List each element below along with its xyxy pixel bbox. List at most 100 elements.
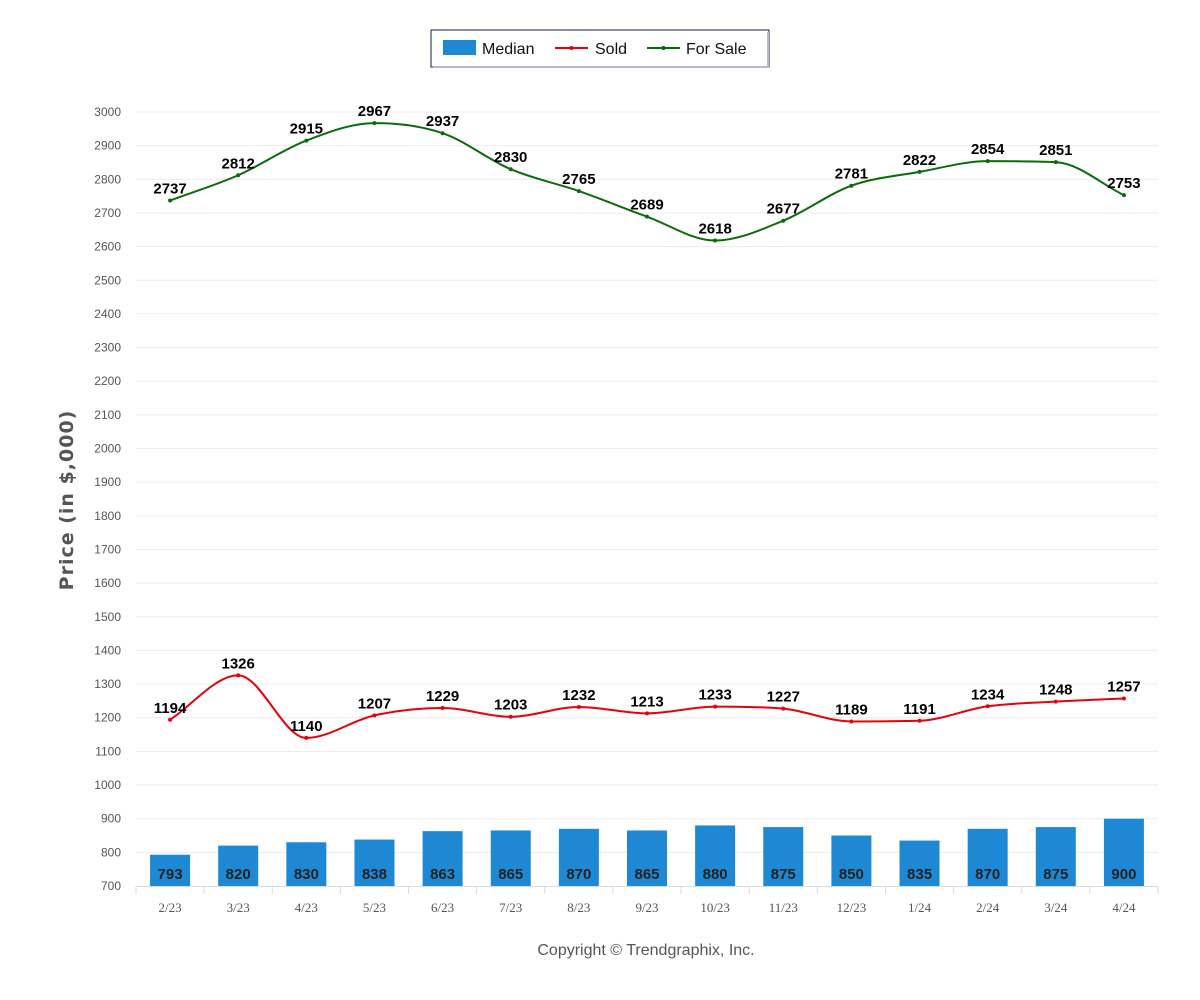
median-bar-label: 793 <box>158 866 183 883</box>
for-sale-point <box>508 167 513 172</box>
sold-point <box>713 704 718 709</box>
sold-point <box>372 713 377 718</box>
for-sale-point <box>576 189 581 194</box>
y-tick-label: 1600 <box>94 576 121 590</box>
x-tick-label: 5/23 <box>363 900 386 915</box>
y-tick-label: 900 <box>101 812 121 826</box>
y-tick-label: 2800 <box>94 172 121 186</box>
median-bar <box>422 831 463 886</box>
median-bar-label: 875 <box>771 866 796 883</box>
sold-data-label: 1234 <box>971 686 1005 703</box>
y-tick-label: 1900 <box>94 475 121 489</box>
y-tick-label: 800 <box>101 845 121 859</box>
x-axis: 2/23 3/23 4/23 5/23 6/23 7/23 8/23 9/23 10/23 11/… <box>135 886 1159 915</box>
median-bar-label: 865 <box>634 866 659 883</box>
legend-sold-label[interactable]: Sold <box>595 41 627 58</box>
x-tick-label: 7/23 <box>499 900 522 915</box>
x-tick-label: 6/23 <box>431 900 454 915</box>
for-sale-point <box>849 183 854 188</box>
median-bar-label: 850 <box>839 866 864 883</box>
sold-data-label: 1248 <box>1039 682 1072 699</box>
for-sale-point <box>304 138 309 143</box>
for-sale-data-label: 2967 <box>358 103 391 120</box>
sold-point <box>849 719 854 724</box>
median-bar-label: 880 <box>703 866 728 883</box>
median-bar <box>490 830 531 886</box>
y-tick-label: 2300 <box>94 341 121 355</box>
median-bar <box>1035 827 1076 886</box>
sold-data-label: 1140 <box>290 718 323 735</box>
median-bar <box>150 854 191 886</box>
sold-point <box>781 706 786 711</box>
sold-data-label: 1229 <box>426 688 459 705</box>
sold-data-label: 1207 <box>358 695 391 712</box>
legend-median-swatch[interactable] <box>443 40 476 55</box>
legend: Median Sold For Sale <box>430 29 770 68</box>
median-bar-label: 838 <box>362 866 387 883</box>
x-tick-label: 2/24 <box>976 900 1000 915</box>
for-sale-point <box>1121 193 1126 198</box>
median-bar-label: 870 <box>975 866 1000 883</box>
for-sale-point <box>168 198 173 203</box>
for-sale-point <box>1053 160 1058 165</box>
sold-data-label: 1326 <box>222 655 255 672</box>
sold-point <box>917 718 922 723</box>
sold-point <box>1053 699 1058 704</box>
y-tick-label: 2500 <box>94 273 121 287</box>
copyright-text: Copyright © Trendgraphix, Inc. <box>537 942 754 959</box>
y-tick-label: 3000 <box>94 105 121 119</box>
y-tick-label: 2100 <box>94 408 121 422</box>
median-bar <box>218 845 259 886</box>
x-tick-label: 9/23 <box>635 900 658 915</box>
median-bar <box>899 840 940 886</box>
median-bar-label: 820 <box>226 866 251 883</box>
y-tick-label: 1700 <box>94 542 121 556</box>
y-tick-label: 700 <box>101 879 121 893</box>
x-tick-label: 1/24 <box>908 900 932 915</box>
median-bar <box>354 839 395 886</box>
median-bar-label: 863 <box>430 866 455 883</box>
sold-point <box>440 705 445 710</box>
legend-median-label[interactable]: Median <box>482 41 534 58</box>
sold-data-label: 1233 <box>698 687 731 704</box>
for-sale-data-label: 2854 <box>971 141 1005 158</box>
median-bar-label: 830 <box>294 866 319 883</box>
y-tick-label: 1400 <box>94 643 121 657</box>
y-tick-label: 2900 <box>94 139 121 153</box>
for-sale-point <box>440 131 445 136</box>
x-tick-label: 8/23 <box>567 900 590 915</box>
sold-data-label: 1213 <box>630 693 663 710</box>
for-sale-point <box>917 169 922 174</box>
sold-point <box>576 704 581 709</box>
x-tick-label: 4/24 <box>1112 900 1136 915</box>
for-sale-data-label: 2689 <box>630 197 663 214</box>
for-sale-data-label: 2737 <box>153 181 186 198</box>
for-sale-data-label: 2822 <box>903 152 936 169</box>
for-sale-point <box>985 159 990 164</box>
y-axis-ticks: 700 800 900 1000 1100 1200 1300 1400 1500 1600 170… <box>94 105 121 893</box>
y-tick-label: 2200 <box>94 374 121 388</box>
median-bar <box>558 828 599 886</box>
y-tick-label: 1100 <box>95 744 121 758</box>
sold-point <box>645 711 649 716</box>
y-tick-label: 2600 <box>94 240 121 254</box>
sold-data-label: 1194 <box>154 700 187 717</box>
legend-for-sale-label[interactable]: For Sale <box>686 41 747 58</box>
median-bar-label: 900 <box>1111 866 1136 883</box>
x-tick-label: 4/23 <box>295 900 318 915</box>
y-tick-label: 2700 <box>94 206 121 220</box>
for-sale-data-label: 2753 <box>1107 175 1140 192</box>
y-tick-label: 1200 <box>94 711 121 725</box>
y-tick-label: 1800 <box>94 509 121 523</box>
for-sale-point <box>236 173 241 178</box>
for-sale-data-label: 2915 <box>290 121 323 138</box>
median-bar <box>627 830 667 886</box>
y-tick-label: 2400 <box>94 307 121 321</box>
sold-data-label: 1227 <box>767 689 800 706</box>
sold-data-label: 1191 <box>903 701 936 718</box>
sold-point <box>236 673 241 678</box>
for-sale-point <box>713 238 718 243</box>
line-series: 1194 1326 1140 1207 1229 1203 1232 1213 1233 1227… <box>153 103 1141 740</box>
for-sale-data-label: 2851 <box>1039 142 1072 159</box>
x-tick-label: 11/23 <box>769 900 798 915</box>
